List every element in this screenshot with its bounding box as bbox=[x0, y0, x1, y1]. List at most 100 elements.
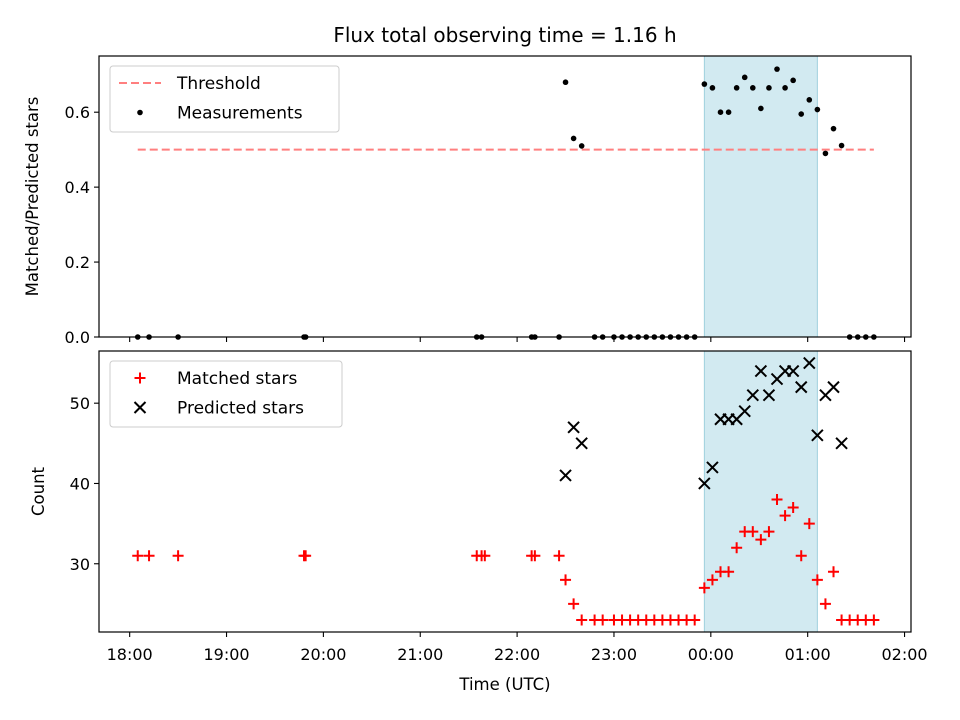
data-point bbox=[758, 105, 764, 112]
legend-label: Measurements bbox=[177, 104, 303, 124]
data-point bbox=[814, 106, 821, 113]
data-point bbox=[717, 109, 724, 115]
shaded-observing-interval bbox=[703, 350, 818, 633]
legend-box bbox=[109, 65, 340, 133]
data-point bbox=[300, 550, 312, 562]
data-point bbox=[597, 614, 609, 626]
legend-marker bbox=[133, 401, 147, 414]
y-tick-label: 50 bbox=[70, 394, 90, 413]
data-point bbox=[172, 550, 184, 562]
data-point bbox=[701, 81, 708, 87]
data-point bbox=[786, 364, 800, 378]
x-axis-label: Time (UTC) bbox=[458, 675, 550, 694]
y-tick-label: 40 bbox=[70, 474, 90, 493]
data-point bbox=[709, 85, 716, 91]
x-tick-label: 19:00 bbox=[203, 645, 249, 664]
legend-label: Predicted stars bbox=[177, 399, 304, 419]
data-point bbox=[803, 518, 815, 530]
data-point bbox=[747, 526, 759, 538]
legend-box bbox=[109, 360, 343, 428]
series-matched-stars bbox=[132, 494, 880, 626]
y-tick-label: 0.0 bbox=[65, 328, 90, 347]
data-point bbox=[698, 477, 711, 490]
data-point bbox=[787, 502, 799, 514]
data-point bbox=[749, 85, 756, 91]
x-tick-label: 02:00 bbox=[881, 645, 927, 664]
x-tick-label: 20:00 bbox=[300, 645, 346, 664]
data-point bbox=[771, 494, 783, 506]
data-point bbox=[798, 111, 805, 117]
data-point bbox=[576, 614, 588, 626]
data-point bbox=[578, 143, 585, 149]
chart-title: Flux total observing time = 1.16 h bbox=[333, 23, 676, 47]
data-point bbox=[746, 388, 760, 402]
data-point bbox=[143, 550, 155, 562]
data-point bbox=[132, 550, 144, 562]
x-tick-label: 00:00 bbox=[688, 645, 734, 664]
top-panel: 0.0 0.2 0.4 0.6 Threshold Measurements bbox=[65, 55, 912, 347]
y-tick-label: 0.4 bbox=[65, 178, 90, 197]
legend-label: Threshold bbox=[176, 74, 261, 94]
data-point bbox=[782, 85, 788, 91]
data-point bbox=[741, 74, 748, 81]
data-point bbox=[689, 614, 701, 626]
data-point bbox=[811, 429, 824, 442]
data-point bbox=[763, 526, 775, 538]
data-point bbox=[529, 550, 541, 562]
plot-frame bbox=[98, 350, 912, 633]
data-point bbox=[562, 79, 569, 86]
data-point bbox=[838, 142, 845, 149]
legend-label: Matched stars bbox=[177, 369, 297, 389]
data-point bbox=[779, 510, 791, 522]
legend: Matched stars Predicted stars bbox=[109, 360, 343, 428]
y-tick-label: 0.6 bbox=[65, 103, 90, 122]
data-point bbox=[795, 380, 808, 394]
data-point bbox=[568, 598, 580, 610]
data-point bbox=[830, 125, 837, 132]
data-point bbox=[738, 405, 751, 418]
data-point bbox=[706, 574, 718, 586]
data-point bbox=[774, 66, 780, 72]
top-y-axis-label: Matched/Predicted stars bbox=[23, 97, 42, 297]
data-point bbox=[822, 150, 829, 157]
bottom-panel: 30 40 50 18:00 19:00 20:00 21:00 22:00 23:00 00:0… bbox=[70, 350, 928, 664]
data-point bbox=[827, 380, 840, 394]
data-point bbox=[803, 356, 816, 370]
plot-frame bbox=[98, 55, 912, 338]
legend: Threshold Measurements bbox=[109, 65, 340, 133]
data-point bbox=[731, 542, 743, 554]
data-point bbox=[755, 534, 767, 546]
data-point bbox=[567, 421, 580, 434]
data-point bbox=[725, 109, 732, 115]
data-point bbox=[868, 614, 880, 626]
y-tick-label: 0.2 bbox=[65, 253, 90, 272]
data-point bbox=[790, 77, 796, 84]
data-point bbox=[575, 437, 588, 450]
y-tick-label: 30 bbox=[70, 555, 90, 574]
data-point bbox=[570, 135, 577, 142]
data-point bbox=[819, 598, 831, 610]
data-point bbox=[559, 469, 572, 482]
shaded-observing-interval bbox=[703, 55, 818, 338]
legend-marker bbox=[134, 372, 146, 384]
legend-marker bbox=[137, 109, 143, 116]
data-point bbox=[811, 574, 823, 586]
series-predicted-stars bbox=[559, 356, 848, 490]
data-point bbox=[828, 566, 840, 578]
x-tick-label: 22:00 bbox=[494, 645, 540, 664]
bottom-y-axis-label: Count bbox=[29, 466, 48, 516]
data-point bbox=[733, 85, 740, 91]
x-tick-label: 23:00 bbox=[591, 645, 637, 664]
data-point bbox=[553, 550, 565, 562]
x-tick-label: 18:00 bbox=[107, 645, 153, 664]
data-point bbox=[795, 550, 807, 562]
data-point bbox=[754, 364, 768, 378]
data-point bbox=[479, 550, 491, 562]
data-point bbox=[560, 574, 572, 586]
data-point bbox=[698, 582, 710, 594]
data-point bbox=[766, 85, 772, 91]
data-point bbox=[706, 461, 719, 474]
x-tick-label: 21:00 bbox=[397, 645, 443, 664]
data-point bbox=[806, 97, 813, 103]
